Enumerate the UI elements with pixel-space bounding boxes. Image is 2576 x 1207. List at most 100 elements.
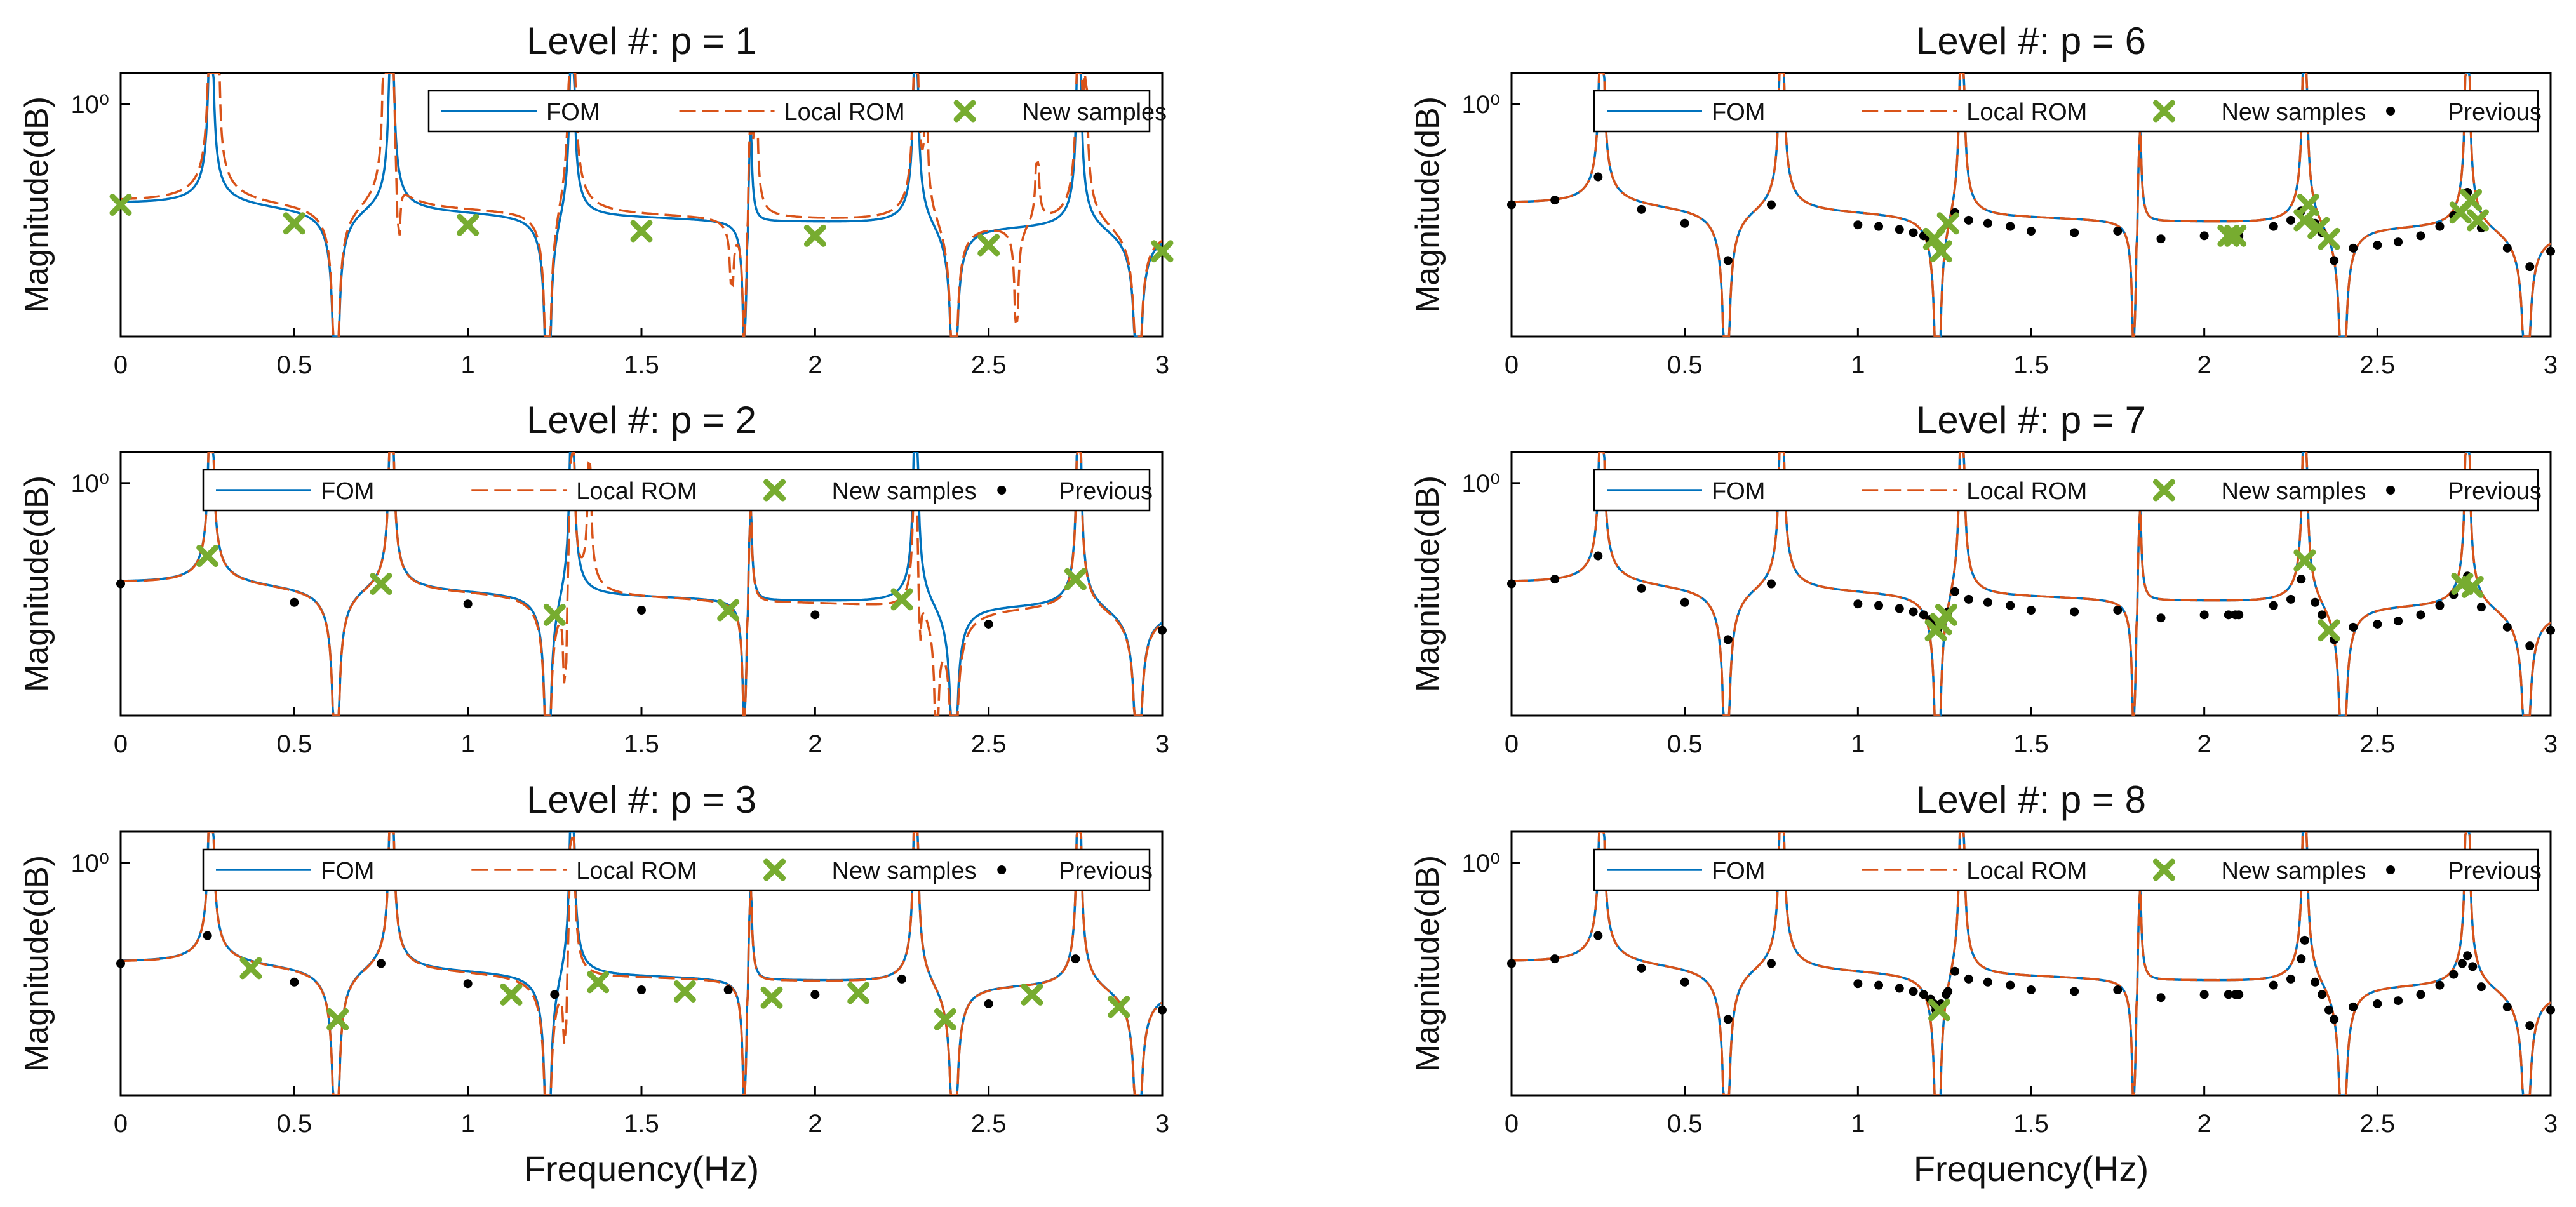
- previous-sample-point: [2286, 594, 2295, 604]
- previous-sample-point: [2463, 951, 2472, 961]
- previous-sample-point: [1593, 172, 1603, 182]
- previous-sample-point: [1874, 980, 1884, 990]
- new-sample-marker: [934, 1008, 956, 1030]
- x-axis-label: Frequency(Hz): [1914, 1149, 2149, 1189]
- previous-sample-point: [2156, 993, 2166, 1003]
- chart-title: Level #: p = 1: [527, 20, 756, 62]
- new-sample-stroke: [1021, 983, 1043, 1006]
- previous-sample-point: [1919, 990, 1928, 999]
- new-sample-marker: [196, 545, 219, 568]
- new-sample-stroke: [673, 980, 696, 1003]
- previous-sample-point: [2449, 970, 2459, 979]
- new-sample-marker: [2466, 209, 2489, 232]
- new-sample-marker: [543, 603, 566, 626]
- new-sample-marker: [1936, 212, 1959, 235]
- new-sample-marker: [239, 957, 262, 980]
- legend-label-fom: FOM: [546, 99, 600, 126]
- previous-sample-point: [2373, 999, 2382, 1008]
- y-tick-label: 10⁰: [1461, 91, 1500, 119]
- legend-box: [1593, 90, 2539, 133]
- legend-label-rom: Local ROM: [1966, 478, 2087, 505]
- previous-sample-point: [2113, 227, 2123, 236]
- new-sample-stroke: [1151, 240, 1174, 263]
- previous-sample-point: [1071, 954, 1080, 964]
- new-sample-stroke: [1929, 240, 1952, 263]
- new-sample-stroke: [2318, 227, 2340, 250]
- previous-sample-point: [203, 931, 212, 940]
- previous-sample-point: [2416, 610, 2425, 620]
- previous-sample-point: [116, 579, 125, 589]
- local-rom-series-line: [121, 832, 1162, 1095]
- previous-sample-point: [1550, 196, 1560, 205]
- legend-previous-swatch: [997, 486, 1007, 495]
- previous-sample-point: [116, 959, 125, 968]
- previous-sample-point: [637, 985, 646, 994]
- previous-sample-point: [2297, 954, 2306, 964]
- previous-sample-point: [1874, 222, 1884, 231]
- new-sample-marker: [760, 986, 783, 1009]
- previous-sample-point: [290, 977, 299, 987]
- chart-title: Level #: p = 8: [1916, 778, 2146, 821]
- legend-label-fom: FOM: [1712, 99, 1765, 126]
- previous-sample-point: [1507, 579, 1516, 589]
- previous-sample-point: [550, 990, 560, 999]
- previous-sample-point: [1723, 635, 1733, 644]
- previous-sample-point: [1550, 575, 1560, 584]
- x-tick-label: 1: [1851, 351, 1865, 379]
- previous-sample-point: [463, 599, 473, 609]
- x-tick-label: 3: [1155, 351, 1169, 379]
- y-axis-label: Magnitude(dB): [1409, 855, 1446, 1072]
- new-sample-stroke: [239, 957, 262, 980]
- new-sample-stroke: [1064, 568, 1087, 590]
- new-sample-stroke: [977, 234, 1000, 257]
- previous-sample-point: [1950, 587, 1960, 596]
- previous-sample-point: [2318, 610, 2327, 620]
- previous-sample-point: [2269, 222, 2278, 231]
- legend-label-prev: Previous: [2448, 858, 2542, 884]
- x-tick-label: 2: [808, 1110, 822, 1138]
- new-sample-stroke: [2466, 209, 2489, 232]
- previous-sample-point: [2113, 985, 2123, 994]
- previous-sample-point: [2330, 1015, 2339, 1024]
- new-sample-marker: [2217, 224, 2240, 247]
- previous-sample-point: [2525, 262, 2535, 272]
- previous-sample-point: [810, 610, 820, 620]
- legend-label-prev: Previous: [2448, 478, 2542, 505]
- previous-sample-point: [2269, 980, 2278, 990]
- previous-sample-point: [290, 597, 299, 607]
- previous-sample-point: [2224, 610, 2233, 620]
- previous-sample-point: [2435, 980, 2445, 990]
- x-tick-label: 1: [461, 1110, 475, 1138]
- x-tick-label: 2: [2197, 1110, 2211, 1138]
- legend-box: [1593, 469, 2539, 512]
- new-sample-stroke: [1928, 999, 1950, 1022]
- legend-label-prev: Previous: [1059, 478, 1153, 505]
- previous-sample-point: [2286, 215, 2295, 225]
- x-tick-label: 1: [461, 730, 475, 758]
- previous-sample-point: [1637, 204, 1646, 214]
- new-sample-stroke: [543, 603, 566, 626]
- new-sample-marker: [890, 588, 913, 611]
- previous-sample-point: [1767, 579, 1776, 589]
- previous-sample-point: [2070, 228, 2079, 237]
- x-tick-label: 1: [461, 351, 475, 379]
- x-tick-label: 0: [114, 730, 128, 758]
- previous-sample-point: [2199, 231, 2209, 241]
- previous-sample-point: [2006, 980, 2015, 990]
- previous-sample-point: [1593, 931, 1603, 940]
- y-axis-label: Magnitude(dB): [18, 855, 55, 1072]
- legend-label-rom: Local ROM: [1966, 858, 2087, 884]
- previous-sample-point: [2027, 606, 2036, 615]
- x-tick-label: 0.5: [1667, 1110, 1703, 1138]
- previous-sample-point: [984, 999, 993, 1008]
- previous-sample-point: [2234, 990, 2244, 999]
- previous-sample-point: [2324, 1005, 2333, 1015]
- previous-sample-point: [2476, 603, 2486, 612]
- x-tick-label: 1.5: [624, 1110, 659, 1138]
- new-sample-stroke: [370, 573, 392, 595]
- previous-sample-point: [377, 959, 386, 968]
- legend-previous-swatch: [2386, 107, 2396, 116]
- legend-label-fom: FOM: [1712, 858, 1765, 884]
- local-rom-series-line: [1512, 452, 2551, 716]
- legend-label-new: New samples: [832, 478, 977, 505]
